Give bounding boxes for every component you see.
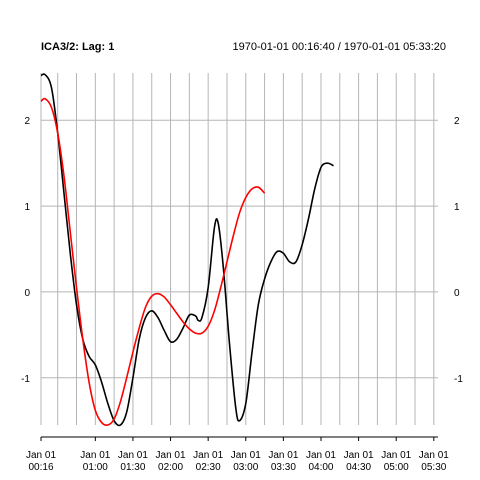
y-tick-label-right: -1 bbox=[454, 374, 463, 385]
x-tick-label-date: Jan 01 bbox=[419, 450, 449, 461]
y-tick-label-right: 0 bbox=[454, 288, 460, 299]
x-tick-label-date: Jan 01 bbox=[231, 450, 261, 461]
series-line-1 bbox=[40, 73, 334, 427]
x-tick-label-time: 01:30 bbox=[120, 462, 145, 473]
y-tick-label-left: -1 bbox=[21, 374, 30, 385]
x-tick-label-time: 02:00 bbox=[158, 462, 183, 473]
x-tick-label-date: Jan 01 bbox=[268, 450, 298, 461]
series-layer bbox=[40, 73, 334, 427]
x-tick-label-date: Jan 01 bbox=[306, 450, 336, 461]
y-tick-label-right: 2 bbox=[454, 116, 460, 127]
x-tick-label-time: 02:30 bbox=[196, 462, 221, 473]
chart-title: ICA3/2: Lag: 1 bbox=[41, 41, 114, 53]
x-tick-label-date: Jan 01 bbox=[381, 450, 411, 461]
grid bbox=[40, 73, 438, 425]
x-tick-label-time: 04:30 bbox=[346, 462, 371, 473]
x-tick-label-time: 05:00 bbox=[384, 462, 409, 473]
series-line-2 bbox=[40, 97, 266, 426]
y-tick-label-left: 2 bbox=[24, 116, 30, 127]
x-tick-label-date: Jan 01 bbox=[26, 450, 56, 461]
x-tick-label-date: Jan 01 bbox=[156, 450, 186, 461]
y-tick-label-right: 1 bbox=[454, 202, 460, 213]
x-tick-label-time: 00:16 bbox=[28, 462, 53, 473]
x-tick-label-time: 03:30 bbox=[271, 462, 296, 473]
y-tick-label-left: 0 bbox=[24, 288, 30, 299]
x-tick-label-date: Jan 01 bbox=[118, 450, 148, 461]
x-tick-label-time: 01:00 bbox=[83, 462, 108, 473]
x-tick-label-date: Jan 01 bbox=[344, 450, 374, 461]
x-tick-label-time: 05:30 bbox=[421, 462, 446, 473]
x-tick-label-date: Jan 01 bbox=[193, 450, 223, 461]
x-tick-label-time: 04:00 bbox=[308, 462, 333, 473]
y-tick-label-left: 1 bbox=[24, 202, 30, 213]
x-tick-label-date: Jan 01 bbox=[80, 450, 110, 461]
date-range-label: 1970-01-01 00:16:40 / 1970-01-01 05:33:2… bbox=[233, 41, 446, 53]
x-tick-label-time: 03:00 bbox=[233, 462, 258, 473]
